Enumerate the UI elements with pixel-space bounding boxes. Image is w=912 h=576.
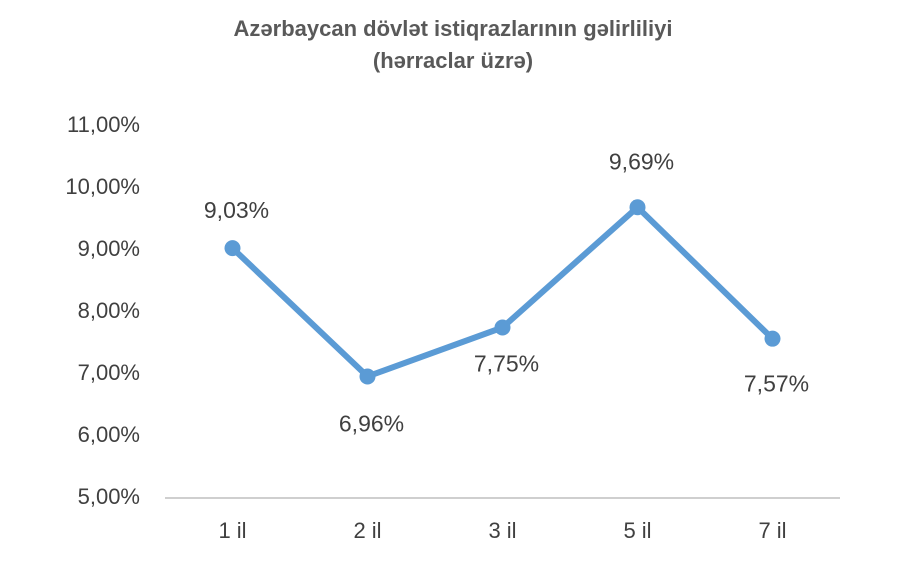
data-point: [224, 240, 241, 257]
data-label: 9,03%: [204, 197, 269, 223]
data-point: [359, 368, 376, 385]
data-label: 6,96%: [339, 411, 404, 437]
data-label: 7,57%: [744, 371, 809, 397]
y-tick-label: 10,00%: [65, 174, 140, 199]
x-tick-label: 2 il: [353, 518, 381, 543]
y-tick-label: 7,00%: [78, 360, 140, 385]
data-point: [764, 330, 781, 347]
data-label: 7,75%: [474, 351, 539, 377]
x-tick-label: 1 il: [218, 518, 246, 543]
x-tick-label: 5 il: [623, 518, 651, 543]
data-label: 9,69%: [609, 148, 674, 174]
data-point: [629, 199, 646, 216]
x-tick-label: 7 il: [758, 518, 786, 543]
chart-subtitle: (hərraclar üzrə): [373, 48, 533, 73]
x-tick-label: 3 il: [488, 518, 516, 543]
chart-title: Azərbaycan dövlət istiqrazlarının gəlirl…: [234, 16, 673, 41]
y-tick-label: 5,00%: [78, 484, 140, 509]
data-point: [494, 319, 511, 336]
y-tick-label: 6,00%: [78, 422, 140, 447]
y-tick-label: 11,00%: [67, 112, 140, 137]
y-tick-label: 9,00%: [78, 236, 140, 261]
y-tick-label: 8,00%: [78, 298, 140, 323]
